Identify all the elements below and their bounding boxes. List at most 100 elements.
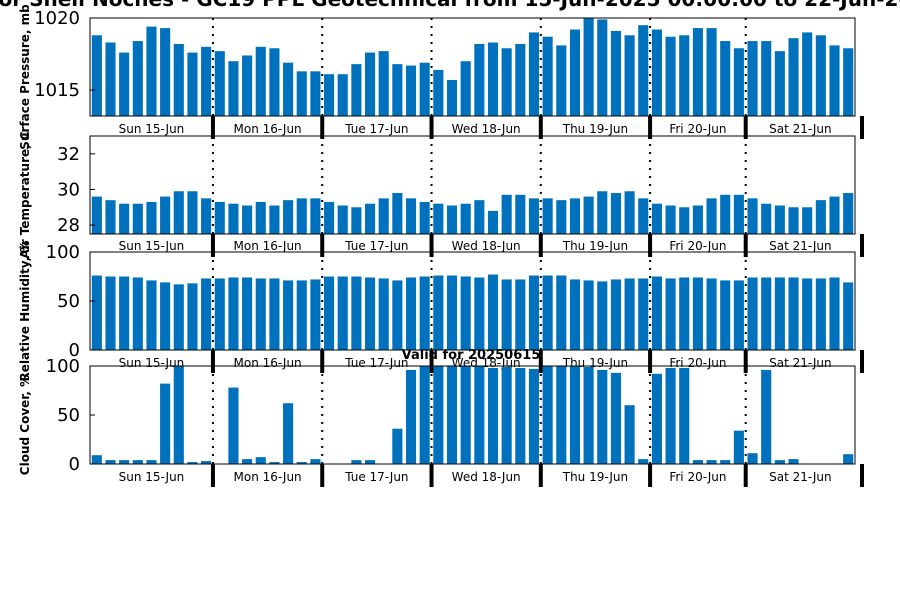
pressure-bar xyxy=(556,45,567,116)
humidity-bar xyxy=(269,278,280,350)
pressure-bar xyxy=(160,28,171,117)
temperature-bar xyxy=(679,207,690,234)
pressure-x-tick-label: Mon 16-Jun xyxy=(234,122,302,136)
cloud-cover-bar xyxy=(501,366,512,464)
temperature-bar xyxy=(337,205,348,234)
pressure-bar xyxy=(201,46,212,116)
temperature-bar xyxy=(160,196,171,234)
pressure-bar xyxy=(597,19,608,116)
cloud-cover-bar xyxy=(405,369,417,464)
temperature-bar xyxy=(187,191,198,234)
pressure-bar xyxy=(269,48,280,117)
cloud-cover-bar xyxy=(310,459,321,464)
temperature-bar xyxy=(201,198,212,234)
temperature-bar xyxy=(597,191,608,234)
humidity-bar xyxy=(173,284,184,350)
cloud-cover-y-axis-label: Cloud Cover, % xyxy=(18,375,32,475)
cloud-cover-bar xyxy=(542,366,553,464)
pressure-bar xyxy=(665,36,676,116)
temperature-bar xyxy=(269,205,280,234)
humidity-bar xyxy=(638,278,649,350)
pressure-bar xyxy=(187,52,198,116)
cloud-cover-bar xyxy=(269,462,280,464)
cloud-cover-bar xyxy=(556,366,567,464)
humidity-x-tick-label: Tue 17-Jun xyxy=(344,356,408,370)
temperature-bar xyxy=(556,200,567,234)
temperature-x-tick-label: Wed 18-Jun xyxy=(452,239,521,253)
cloud-cover-x-tick-label: Sat 21-Jun xyxy=(769,470,832,484)
temperature-bar xyxy=(829,196,840,234)
cloud-cover-bar xyxy=(433,366,444,464)
cloud-cover-bar xyxy=(569,366,581,464)
humidity-bar xyxy=(651,276,662,350)
pressure-y-axis-label: Surface Pressure, mb xyxy=(18,4,32,150)
cloud-cover-bar xyxy=(242,459,253,464)
cloud-cover-bar xyxy=(720,460,731,464)
humidity-bar xyxy=(843,282,854,350)
temperature-bar xyxy=(91,196,102,234)
pressure-bar xyxy=(610,30,621,116)
humidity-bar xyxy=(419,276,430,350)
humidity-bar xyxy=(132,277,143,350)
pressure-x-tick-label: Tue 17-Jun xyxy=(344,122,408,136)
pressure-plot-frame xyxy=(89,17,856,117)
humidity-bar xyxy=(337,276,348,350)
cloud-cover-bar xyxy=(651,373,662,464)
cloud-cover-bar xyxy=(487,367,499,464)
pressure-bar xyxy=(173,43,184,116)
humidity-bar xyxy=(610,279,621,350)
cloud-cover-bar xyxy=(747,453,758,464)
temperature-bar xyxy=(720,194,731,234)
humidity-x-tick-label: Sat 21-Jun xyxy=(769,356,832,370)
cloud-cover-valid-title: Valid for 20250615 xyxy=(402,348,541,363)
temperature-bar xyxy=(364,203,376,234)
pressure-bar xyxy=(788,38,799,116)
humidity-bar xyxy=(105,276,116,350)
temperature-y-tick-label: 28 xyxy=(57,215,80,236)
cloud-cover-x-tick-label: Fri 20-Jun xyxy=(669,470,726,484)
temperature-bar xyxy=(515,194,526,234)
temperature-x-tick-label: Thu 19-Jun xyxy=(562,239,628,253)
humidity-bar xyxy=(487,274,499,350)
temperature-bar xyxy=(487,210,499,234)
temperature-bar xyxy=(583,196,594,234)
pressure-bar xyxy=(364,52,376,116)
humidity-bar xyxy=(788,277,799,350)
humidity-x-tick-label: Fri 20-Jun xyxy=(669,356,726,370)
temperature-bar xyxy=(460,203,471,234)
pressure-x-tick-label: Fri 20-Jun xyxy=(669,122,726,136)
pressure-bar xyxy=(679,35,690,116)
cloud-cover-bar xyxy=(583,366,594,464)
temperature-bar xyxy=(610,193,621,234)
pressure-bar xyxy=(460,61,471,116)
temperature-bar xyxy=(692,205,703,234)
temperature-bar xyxy=(283,200,294,234)
temperature-bar xyxy=(119,203,130,234)
temperature-bar xyxy=(501,194,512,234)
temperature-bar xyxy=(651,203,662,234)
cloud-cover-x-tick-label: Tue 17-Jun xyxy=(344,470,408,484)
cloud-cover-bar xyxy=(679,367,690,464)
humidity-bar xyxy=(283,280,294,350)
cloud-cover-bar xyxy=(119,460,130,464)
pressure-bar xyxy=(378,51,389,116)
temperature-y-tick-label: 32 xyxy=(57,144,80,165)
pressure-bar xyxy=(105,42,116,116)
humidity-bar xyxy=(474,277,485,350)
cloud-cover-y-tick-label: 0 xyxy=(69,454,80,475)
humidity-bar xyxy=(720,280,731,350)
pressure-bar xyxy=(474,43,485,116)
humidity-y-tick-label: 0 xyxy=(69,340,80,361)
humidity-bar xyxy=(433,275,444,350)
cloud-cover-bar xyxy=(638,459,649,464)
pressure-bar xyxy=(255,46,266,116)
humidity-bar xyxy=(542,275,553,350)
humidity-bar xyxy=(242,277,253,350)
temperature-bar xyxy=(255,201,266,234)
temperature-bar xyxy=(624,191,635,234)
cloud-cover-bar xyxy=(364,460,376,464)
humidity-bar xyxy=(460,276,471,350)
cloud-cover-bar xyxy=(460,366,471,464)
humidity-bar xyxy=(733,280,744,350)
temperature-bar xyxy=(774,205,785,234)
